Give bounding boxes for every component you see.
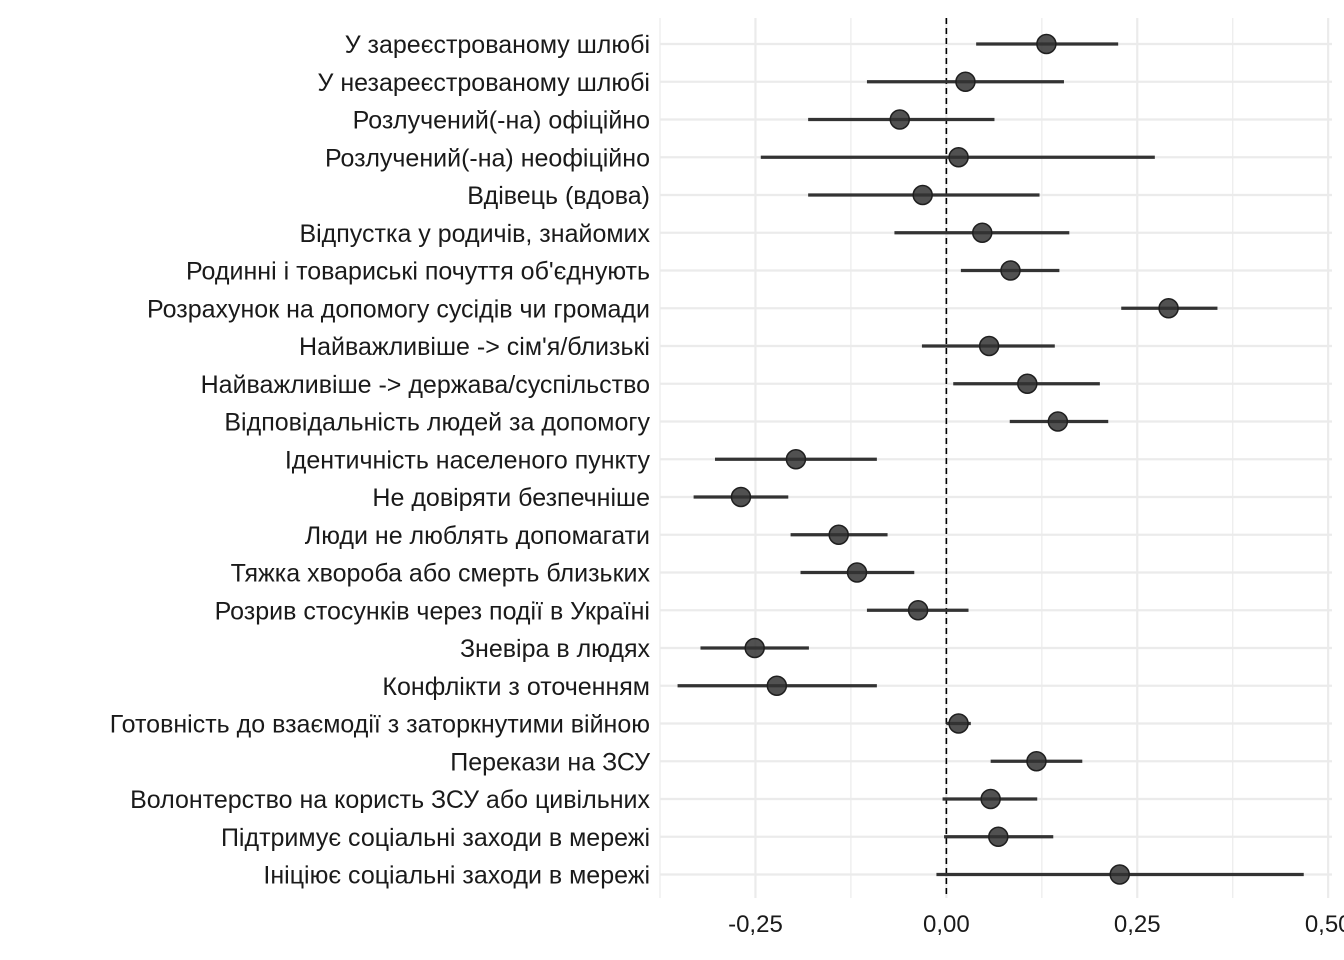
- row-label: Не довіряти безпечніше: [372, 484, 650, 512]
- row-label: Люди не люблять допомагати: [305, 522, 650, 550]
- point-estimate: [978, 335, 1000, 357]
- point-estimate: [1047, 411, 1069, 432]
- point-estimate: [744, 637, 765, 659]
- row-label: Волонтерство на користь ЗСУ або цивільни…: [130, 786, 650, 814]
- point-estimate: [1109, 864, 1130, 885]
- row-label: Відпустка у родичів, знайомих: [299, 220, 650, 248]
- point-estimate: [972, 222, 993, 243]
- point-estimate: [730, 486, 752, 508]
- row-label: Вдівець (вдова): [467, 182, 650, 210]
- point-estimate: [1158, 298, 1179, 319]
- point-estimate: [912, 184, 933, 206]
- point-estimate: [907, 600, 929, 621]
- row-label: У незареєстрованому шлюбі: [318, 69, 650, 97]
- row-label: Розлучений(-на) неофіційно: [325, 144, 650, 172]
- row-label: Підтримує соціальні заходи в мережі: [221, 824, 650, 852]
- row-label: Розлучений(-на) офіційно: [353, 107, 650, 135]
- point-estimate: [980, 788, 1001, 810]
- row-label: Родинні і товариські почуття об'єднують: [186, 258, 650, 286]
- x-tick-label: 0,50: [1305, 911, 1344, 938]
- row-label: Тяжка хвороба або смерть близьких: [231, 560, 651, 588]
- row-label: Готовність до взаємодії з заторкнутими в…: [110, 711, 650, 739]
- row-label: У зареєстрованому шлюбі: [345, 31, 650, 59]
- point-layer: [730, 33, 1179, 885]
- row-label: Найважливіше -> сім'я/близькі: [299, 333, 650, 361]
- x-tick-label: 0,00: [923, 911, 970, 938]
- x-tick-label: 0,25: [1114, 911, 1161, 938]
- point-estimate: [1026, 751, 1047, 772]
- x-axis-tick-layer: -0,25 0,00 0,25 0,50: [728, 911, 1344, 938]
- point-estimate: [828, 524, 849, 545]
- point-estimate: [1036, 33, 1057, 55]
- row-label: Зневіра в людях: [460, 635, 651, 663]
- row-label: Розрив стосунків через події в Україні: [215, 597, 650, 625]
- row-label: Конфлікти з оточенням: [382, 673, 650, 701]
- x-tick-label: -0,25: [728, 911, 783, 938]
- point-estimate: [766, 675, 788, 696]
- row-label: Перекази на ЗСУ: [450, 748, 650, 776]
- interval-layer: [677, 42, 1304, 877]
- point-estimate: [955, 71, 976, 92]
- point-estimate: [889, 109, 911, 130]
- row-label: Розрахунок на допомогу сусідів чи громад…: [147, 295, 650, 323]
- point-estimate: [948, 147, 969, 168]
- point-estimate: [988, 826, 1009, 847]
- row-label: Відповідальність людей за допомогу: [224, 409, 650, 437]
- row-label-layer: У зареєстрованому шлюбі У незареєстровано…: [110, 31, 651, 890]
- point-estimate: [785, 449, 807, 470]
- point-estimate: [1017, 373, 1038, 394]
- point-estimate: [948, 713, 969, 734]
- row-label: Ідентичність населеного пункту: [285, 446, 651, 474]
- point-estimate: [1000, 260, 1021, 281]
- row-label: Найважливіше -> держава/суспільство: [201, 371, 650, 399]
- row-label: Ініціює соціальні заходи в мережі: [263, 862, 650, 890]
- point-estimate: [846, 562, 868, 583]
